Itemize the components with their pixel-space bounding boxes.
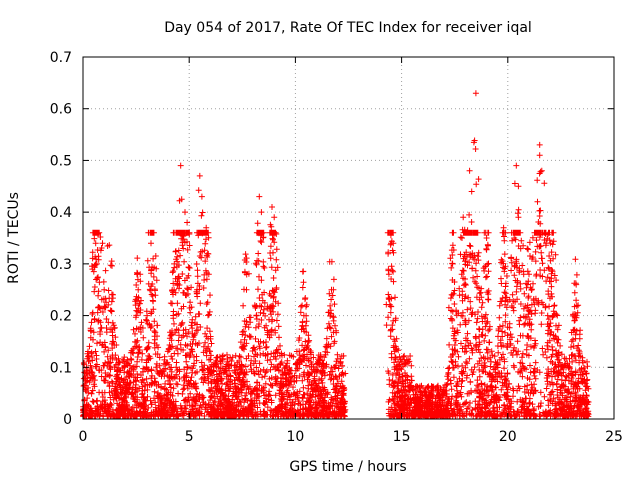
x-tick-label: 5 xyxy=(185,429,194,445)
x-tick-labels: 0 5 10 15 20 25 xyxy=(79,429,623,445)
x-tick-label: 10 xyxy=(286,429,304,445)
y-tick-label: 0.3 xyxy=(50,257,72,273)
x-tick-label: 15 xyxy=(393,429,411,445)
plot-frame xyxy=(82,56,615,420)
y-tick-label: 0.2 xyxy=(50,309,72,325)
x-tick-label: 20 xyxy=(499,429,517,445)
y-tick-label: 0.4 xyxy=(50,205,72,221)
chart-title: Day 054 of 2017, Rate Of TEC Index for r… xyxy=(164,20,532,36)
x-tick-label: 25 xyxy=(605,429,623,445)
roti-point-markers xyxy=(80,90,592,420)
data-points xyxy=(80,90,592,420)
y-tick-label: 0.7 xyxy=(50,50,72,66)
x-tick-label: 0 xyxy=(79,429,88,445)
axis-ticks xyxy=(82,56,615,420)
y-tick-label: 0.6 xyxy=(50,102,72,118)
y-tick-label: 0.1 xyxy=(50,360,72,376)
x-axis-title: GPS time / hours xyxy=(289,459,406,475)
y-tick-label: 0.5 xyxy=(50,153,72,169)
y-axis-title: ROTI / TECUs xyxy=(6,192,22,284)
y-tick-label: 0 xyxy=(63,412,72,428)
y-tick-labels: 0 0.1 0.2 0.3 0.4 0.5 0.6 0.7 xyxy=(50,50,72,428)
